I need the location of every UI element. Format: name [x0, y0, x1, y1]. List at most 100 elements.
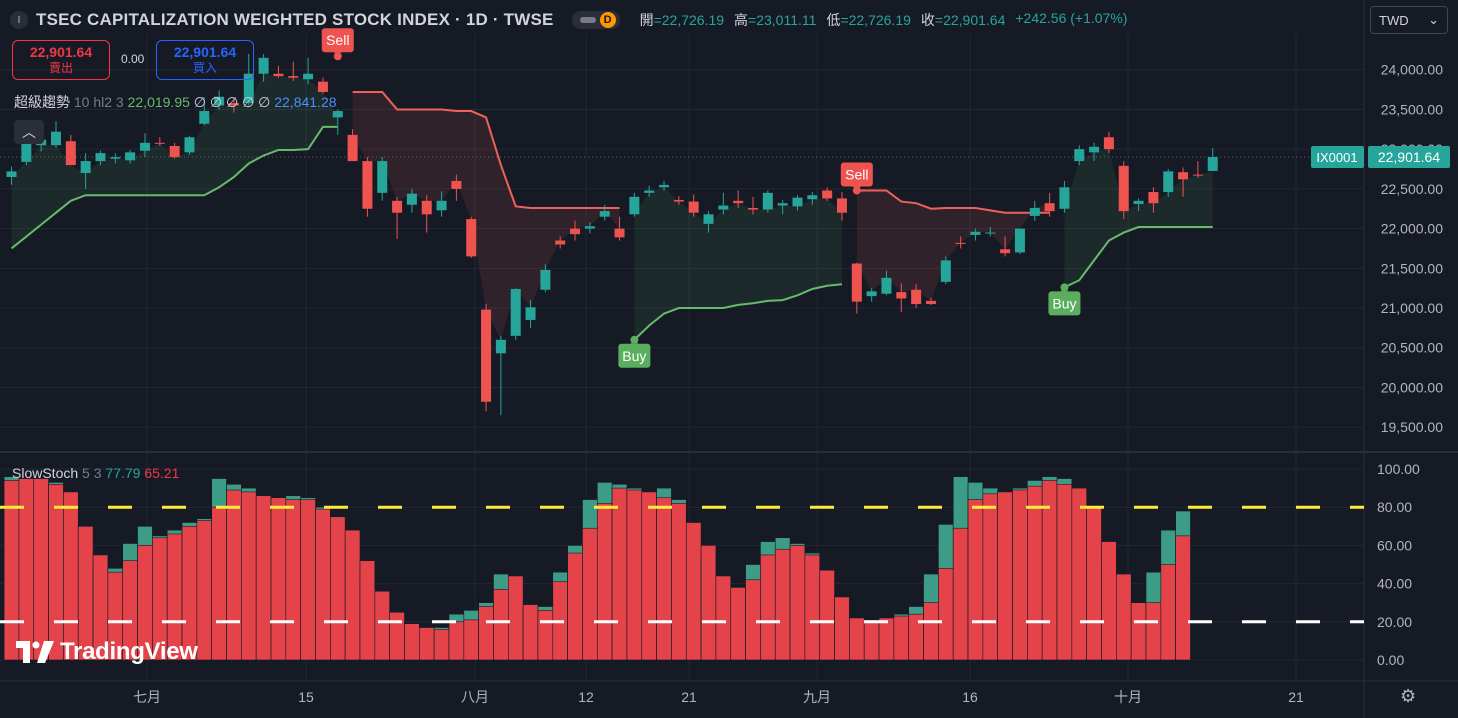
candle — [228, 97, 239, 113]
candle — [777, 200, 788, 215]
stoch-bar — [389, 611, 405, 661]
visibility-toggles[interactable]: D — [571, 11, 620, 29]
candle — [1103, 131, 1114, 154]
stoch-bar — [241, 487, 257, 661]
candle — [703, 211, 714, 233]
chevron-down-icon: ⌄ — [1428, 12, 1439, 27]
stoch-level-lines — [0, 505, 1364, 624]
price-tick-label: 21,000.00 — [1381, 300, 1443, 316]
tradingview-logo: TradingView — [16, 638, 198, 666]
stoch-bar — [181, 522, 198, 661]
currency-value: TWD — [1379, 12, 1409, 28]
candle — [896, 283, 907, 312]
time-tick-label: 十月 — [1114, 689, 1142, 705]
d-badge[interactable]: D — [599, 12, 616, 28]
ohlc-open: 開=22,726.19 — [639, 12, 725, 28]
stoch-bar — [285, 495, 301, 661]
stoch-bar — [152, 535, 168, 661]
stoch-bar — [552, 571, 568, 661]
candle — [822, 187, 833, 201]
stoch-bar — [863, 619, 880, 661]
supertrend-line-3 — [856, 189, 1050, 214]
stoch-bar — [804, 552, 821, 661]
stoch-bar — [715, 575, 732, 661]
stoch-bar — [923, 573, 939, 661]
signal-label: Buy — [1052, 295, 1076, 311]
candle — [1089, 142, 1100, 162]
ohlc-low: 低=22,726.19 — [826, 12, 911, 28]
candle — [851, 262, 862, 314]
slowstoch-name: SlowStoch — [12, 465, 79, 481]
candle — [199, 97, 210, 126]
supertrend-fill-3 — [856, 190, 1050, 301]
candle — [555, 236, 566, 249]
candle — [139, 133, 150, 158]
stoch-bar — [196, 518, 212, 661]
stoch-bar — [745, 564, 761, 661]
price-tag-symbol: IX0001 — [1316, 150, 1357, 165]
stoch-bar — [33, 478, 49, 661]
time-tick-label: 15 — [298, 689, 314, 705]
candle — [1014, 228, 1025, 255]
stoch-bar — [849, 617, 865, 661]
sell-label: 賣出 — [48, 61, 73, 75]
stoch-tick-label: 60.00 — [1377, 537, 1412, 553]
stoch-bar — [330, 516, 346, 661]
stoch-bar — [255, 495, 272, 661]
candle — [466, 216, 477, 258]
stoch-bar — [656, 487, 672, 661]
stoch-bar — [685, 522, 702, 661]
candle — [733, 190, 744, 208]
stoch-bar — [1101, 541, 1117, 661]
stoch-bar — [1145, 571, 1162, 661]
candle — [1163, 169, 1174, 197]
candle — [1118, 161, 1129, 220]
candle — [436, 191, 447, 217]
supertrend-legend[interactable]: 超級趨勢 10 hl2 3 22,019.95 ∅ ∅ ∅ ∅ ∅ 22,841… — [14, 92, 337, 112]
info-icon[interactable]: I — [10, 11, 28, 29]
stoch-bar — [760, 541, 776, 661]
supertrend-fills — [11, 73, 1213, 340]
candle — [1133, 198, 1144, 212]
candle — [125, 149, 136, 164]
gear-icon[interactable]: ⚙ — [1400, 686, 1417, 706]
slowstoch-legend[interactable]: SlowStoch 5 3 77.79 65.21 — [12, 465, 179, 481]
stoch-bar — [567, 545, 583, 661]
sell-price: 22,901.64 — [29, 44, 93, 60]
candle — [6, 166, 17, 185]
ohlc-high: 高=23,011.11 — [734, 12, 817, 28]
currency-select[interactable]: TWD ⌄ — [1370, 6, 1448, 34]
chevron-up-icon[interactable]: ︿ — [14, 120, 44, 144]
stoch-bar — [774, 537, 791, 661]
candle — [748, 196, 758, 215]
candle — [317, 77, 328, 94]
stoch-bar — [522, 604, 539, 661]
ohlc-close: 收=22,901.64 — [920, 12, 1006, 28]
stoch-bar — [300, 497, 316, 661]
time-tick-label: 16 — [962, 689, 978, 705]
candle — [347, 129, 358, 162]
stoch-bar — [611, 483, 628, 661]
candle — [955, 236, 966, 249]
candle — [1074, 145, 1085, 166]
candle — [599, 204, 610, 221]
stoch-bar — [1027, 480, 1043, 661]
stoch-bar — [1160, 529, 1176, 661]
candle — [377, 157, 388, 201]
candle — [481, 304, 492, 412]
candle — [362, 157, 373, 217]
candle — [110, 153, 121, 164]
candle — [421, 195, 432, 233]
stoch-bar — [374, 590, 390, 661]
pill-icon — [579, 17, 596, 23]
sell-button[interactable]: 22,901.64 賣出 — [12, 40, 110, 80]
stoch-bar — [77, 525, 94, 661]
candle — [584, 222, 595, 234]
candle — [807, 192, 818, 205]
candle — [836, 192, 847, 221]
candle — [614, 216, 625, 241]
buy-button[interactable]: 22,901.64 買入 — [156, 40, 254, 80]
stoch-bar — [878, 617, 895, 661]
candle — [1192, 161, 1203, 178]
